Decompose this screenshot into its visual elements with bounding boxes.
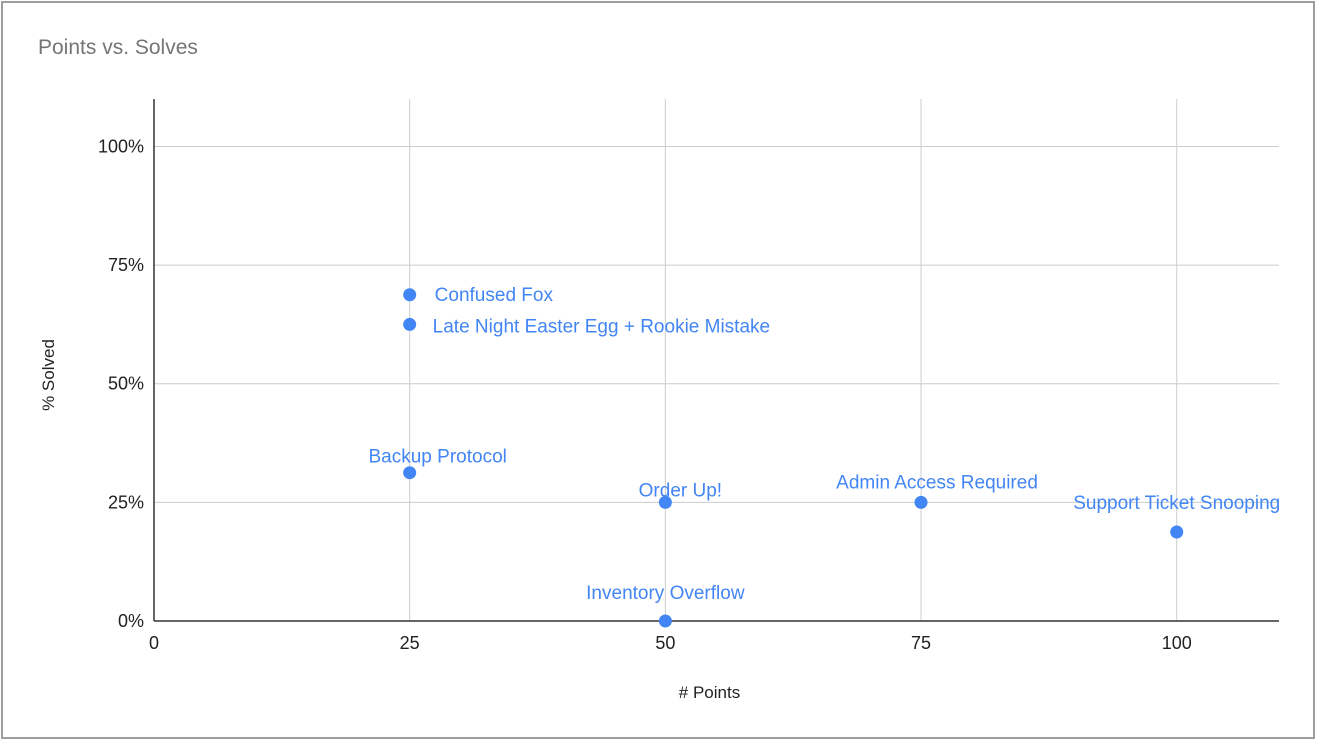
x-tick-label: 50 (655, 633, 675, 653)
x-axis-title: # Points (679, 683, 740, 702)
scatter-point (658, 495, 672, 509)
point-label: Support Ticket Snooping (1073, 493, 1280, 514)
scatter-point (914, 495, 928, 509)
scatter-point (658, 614, 672, 628)
data-points (403, 288, 1184, 628)
data-labels: Confused Fox Late Night Easter Egg + Rook… (369, 285, 1281, 604)
y-tick-label: 75% (108, 255, 144, 275)
point-label: Admin Access Required (836, 472, 1038, 493)
scatter-point (403, 466, 417, 480)
chart-title: Points vs. Solves (38, 36, 198, 59)
grid-lines (154, 99, 1279, 621)
x-tick-label: 25 (400, 633, 420, 653)
x-tick-label: 100 (1162, 633, 1192, 653)
y-tick-label: 25% (108, 492, 144, 512)
y-tick-label: 50% (108, 374, 144, 394)
x-tick-label: 0 (149, 633, 159, 653)
scatter-point (403, 317, 417, 331)
point-label: Backup Protocol (369, 447, 507, 468)
x-tick-label: 75 (911, 633, 931, 653)
scatter-point (403, 288, 417, 302)
scatter-point (1170, 525, 1184, 539)
tick-labels: 0% 25% 50% 75% 100% 0 25 50 75 100 (98, 136, 1192, 653)
axes (153, 99, 1279, 622)
point-label: Confused Fox (435, 285, 554, 306)
y-axis-title: % Solved (39, 339, 58, 411)
y-tick-label: 100% (98, 136, 144, 156)
point-label: Late Night Easter Egg + Rookie Mistake (433, 316, 770, 337)
point-label: Inventory Overflow (586, 583, 745, 604)
point-label: Order Up! (639, 480, 722, 501)
y-tick-label: 0% (118, 611, 144, 631)
